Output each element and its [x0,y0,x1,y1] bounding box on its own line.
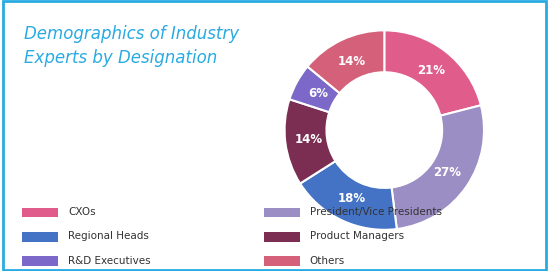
Bar [22,256,58,266]
Wedge shape [289,66,340,112]
Bar [22,232,58,242]
Wedge shape [300,161,397,230]
Text: Others: Others [310,256,345,266]
Text: 21%: 21% [417,64,445,77]
Wedge shape [284,99,335,183]
Text: President/Vice Presidents: President/Vice Presidents [310,207,441,217]
Text: 6%: 6% [308,87,328,100]
Text: Product Managers: Product Managers [310,231,404,241]
Text: 14%: 14% [338,55,366,68]
Text: Demographics of Industry
Experts by Designation: Demographics of Industry Experts by Desi… [24,25,239,67]
Wedge shape [391,105,484,229]
Bar [264,256,300,266]
Text: R&D Executives: R&D Executives [68,256,151,266]
Wedge shape [307,30,384,93]
Bar [264,208,300,217]
Bar [264,232,300,242]
Wedge shape [384,30,481,116]
Text: 18%: 18% [338,192,366,205]
Bar [22,208,58,217]
Text: Regional Heads: Regional Heads [68,231,149,241]
Text: CXOs: CXOs [68,207,96,217]
Text: 27%: 27% [433,166,461,179]
Text: 14%: 14% [295,133,323,146]
